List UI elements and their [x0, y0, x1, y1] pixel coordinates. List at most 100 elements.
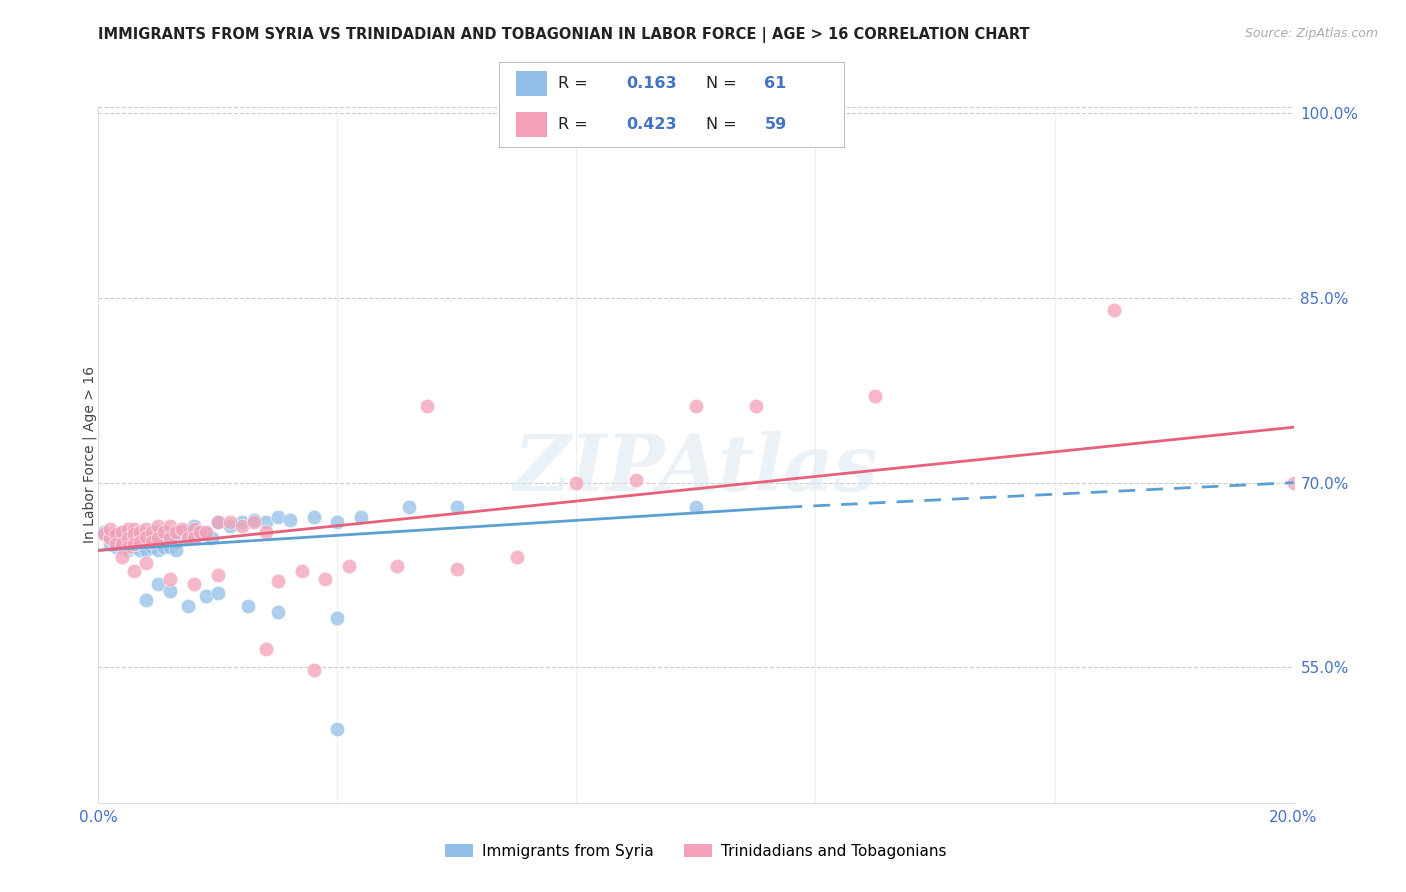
Point — [100, 531, 122, 545]
Point — [565, 475, 588, 490]
Point — [124, 527, 146, 541]
Point — [339, 559, 360, 574]
Point — [626, 473, 648, 487]
Point — [201, 531, 224, 545]
Point — [172, 524, 194, 539]
Point — [506, 549, 529, 564]
Point — [117, 531, 139, 545]
Point — [153, 524, 176, 539]
Point — [148, 531, 170, 545]
Point — [172, 523, 194, 537]
Point — [159, 531, 181, 545]
Point — [105, 531, 128, 545]
Point — [177, 531, 200, 545]
Text: 0.163: 0.163 — [627, 76, 678, 91]
Point — [111, 524, 134, 539]
Point — [685, 399, 707, 413]
Point — [124, 534, 146, 549]
Text: 59: 59 — [765, 117, 786, 132]
Point — [278, 512, 301, 526]
Point — [1282, 475, 1305, 490]
Point — [183, 576, 205, 591]
Point — [195, 589, 218, 603]
Point — [326, 611, 349, 625]
Point — [267, 574, 290, 589]
Point — [267, 605, 290, 619]
Point — [135, 592, 157, 607]
Point — [148, 518, 170, 533]
Point — [148, 537, 170, 551]
Legend: Immigrants from Syria, Trinidadians and Tobagonians: Immigrants from Syria, Trinidadians and … — [439, 838, 953, 864]
Point — [159, 572, 181, 586]
Text: N =: N = — [706, 76, 737, 91]
Point — [135, 556, 157, 570]
Point — [243, 512, 266, 526]
Point — [219, 518, 242, 533]
Text: N =: N = — [706, 117, 737, 132]
FancyBboxPatch shape — [516, 71, 547, 96]
Point — [111, 537, 134, 551]
Point — [254, 515, 277, 529]
Point — [148, 524, 170, 539]
Point — [124, 540, 146, 554]
Point — [159, 584, 181, 599]
Point — [153, 540, 176, 554]
Point — [207, 515, 229, 529]
Point — [165, 524, 187, 539]
Point — [159, 518, 181, 533]
Point — [105, 540, 128, 554]
Point — [207, 515, 229, 529]
Point — [254, 524, 277, 539]
Point — [135, 523, 157, 537]
Point — [446, 562, 468, 576]
Point — [231, 518, 253, 533]
Point — [183, 518, 205, 533]
Point — [93, 524, 115, 539]
Point — [124, 564, 146, 578]
Point — [291, 564, 314, 578]
Point — [398, 500, 420, 515]
Point — [446, 500, 468, 515]
Point — [188, 524, 211, 539]
Point — [135, 534, 157, 549]
Point — [302, 510, 325, 524]
Point — [148, 543, 170, 558]
Y-axis label: In Labor Force | Age > 16: In Labor Force | Age > 16 — [83, 367, 97, 543]
Point — [135, 543, 157, 558]
Text: Source: ZipAtlas.com: Source: ZipAtlas.com — [1244, 27, 1378, 40]
Point — [105, 537, 128, 551]
Point — [254, 641, 277, 656]
Point — [124, 523, 146, 537]
Text: R =: R = — [558, 76, 588, 91]
Point — [385, 559, 409, 574]
Point — [129, 543, 152, 558]
Point — [326, 515, 349, 529]
Point — [159, 540, 181, 554]
Point — [865, 389, 887, 403]
Text: IMMIGRANTS FROM SYRIA VS TRINIDADIAN AND TOBAGONIAN IN LABOR FORCE | AGE > 16 CO: IMMIGRANTS FROM SYRIA VS TRINIDADIAN AND… — [98, 27, 1031, 43]
Point — [1104, 303, 1126, 318]
Point — [207, 586, 229, 600]
Point — [141, 524, 163, 539]
Point — [100, 523, 122, 537]
Point — [100, 527, 122, 541]
Point — [100, 537, 122, 551]
Point — [129, 534, 152, 549]
Point — [177, 527, 200, 541]
Point — [183, 531, 205, 545]
Point — [267, 510, 290, 524]
Point — [141, 534, 163, 549]
Point — [207, 568, 229, 582]
Point — [315, 572, 337, 586]
Point — [111, 549, 134, 564]
Point — [111, 540, 134, 554]
Point — [243, 515, 266, 529]
Point — [188, 524, 211, 539]
Point — [685, 500, 707, 515]
Point — [165, 534, 187, 549]
Point — [141, 540, 163, 554]
Point — [302, 663, 325, 677]
Text: 61: 61 — [765, 76, 786, 91]
Point — [183, 523, 205, 537]
Point — [111, 534, 134, 549]
